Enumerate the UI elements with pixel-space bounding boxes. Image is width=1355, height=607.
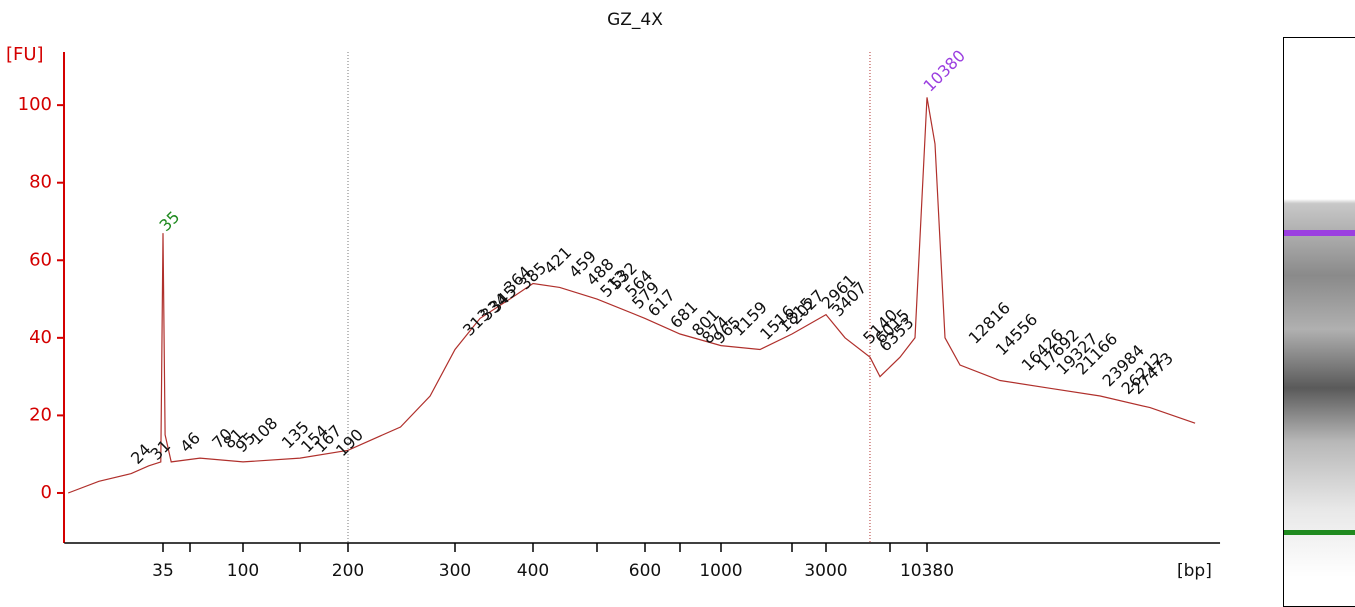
x-tick-label: 100: [227, 561, 259, 581]
y-axis-label: [FU]: [6, 44, 44, 65]
x-tick-label: 600: [629, 561, 661, 581]
x-tick-label: 300: [439, 561, 471, 581]
upper-marker-band: [1284, 230, 1355, 236]
y-tick-label: 0: [41, 482, 52, 503]
chart-title: GZ_4X: [607, 10, 663, 30]
y-tick-label: 40: [29, 327, 52, 348]
x-tick-label: 1000: [699, 561, 742, 581]
gel-lane: [1283, 37, 1355, 607]
x-tick-label: 400: [517, 561, 549, 581]
x-tick-label: 35: [152, 561, 174, 581]
y-tick-label: 20: [29, 404, 52, 425]
peak-label: 35: [156, 207, 184, 235]
peak-label: 46: [176, 428, 204, 456]
peak-label: 10380: [920, 46, 969, 95]
y-tick-label: 100: [18, 94, 52, 115]
x-tick-label: 10380: [900, 561, 954, 581]
gel-smear: [1284, 127, 1355, 577]
peak-label: 2027: [786, 286, 828, 328]
trace: [67, 97, 1196, 494]
peak-label: 31: [146, 436, 174, 464]
x-tick-label: 200: [332, 561, 364, 581]
lower-marker-band: [1284, 530, 1355, 535]
x-tick-label: 3000: [804, 561, 847, 581]
y-tick-label: 60: [29, 249, 52, 270]
x-axis-label: [bp]: [1177, 561, 1212, 581]
y-tick-label: 80: [29, 172, 52, 193]
